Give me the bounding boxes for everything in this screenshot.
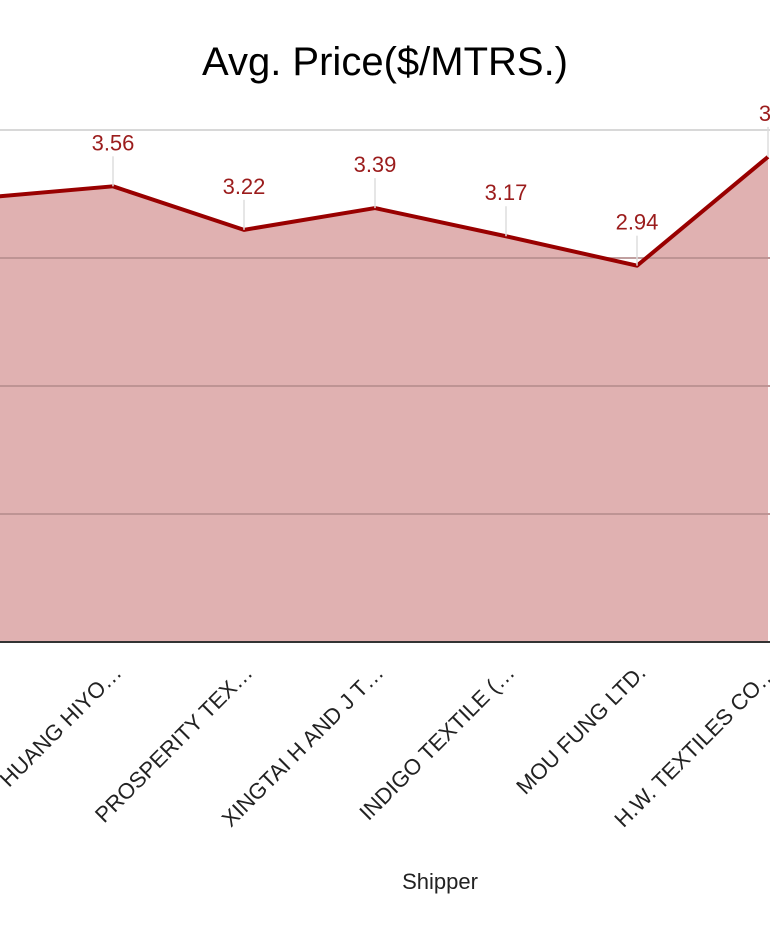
x-tick-label: MOU FUNG LTD. [511, 660, 650, 799]
data-label: 3.56 [92, 130, 135, 155]
data-label: 2.94 [616, 210, 659, 235]
x-tick-labels: …HUANG HIYO…PROSPERITY TEX…XINGTAI H AND… [0, 660, 770, 832]
area-fill [0, 156, 768, 642]
data-label: 3.17 [485, 180, 528, 205]
data-label: 3.39 [354, 152, 397, 177]
data-label: 3.22 [223, 174, 266, 199]
data-labels: 3.56 3.22 3.39 3.17 2.94 3. [92, 101, 770, 266]
x-tick-label: HUANG HIYO… [0, 660, 127, 792]
chart-title: Avg. Price($/MTRS.) [202, 40, 568, 84]
x-axis-label: Shipper [402, 869, 478, 894]
data-label: 3. [759, 101, 770, 126]
